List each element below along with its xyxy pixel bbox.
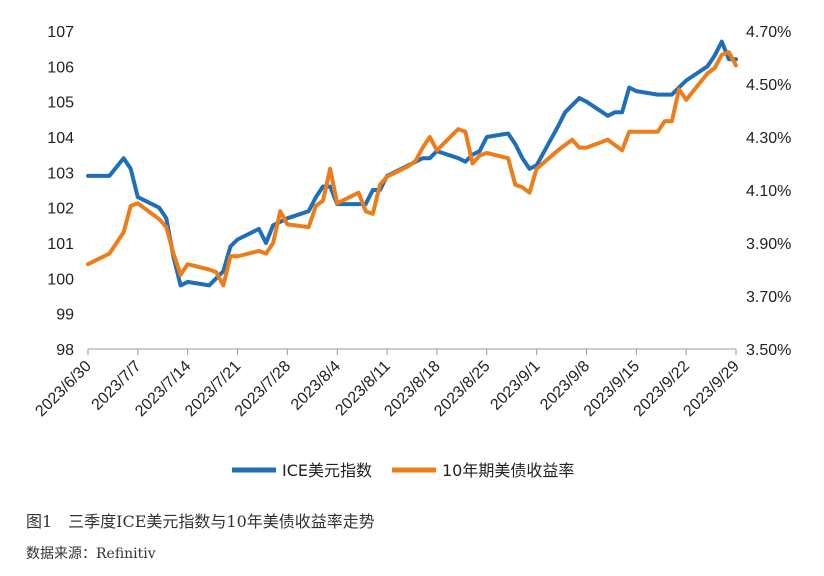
chart-series-lines xyxy=(86,39,738,288)
data-source-note: 数据来源：Refinitiv xyxy=(26,546,156,562)
dual-axis-line-chart: 98 99 100 101 102 103 104 105 106 107 3.50% 3.70% 3.… xyxy=(32,24,791,480)
y-right-tick-label: 4.50% xyxy=(746,77,791,94)
x-tick-label: 2023/6/30 xyxy=(32,358,94,420)
y-right-tick-label: 3.90% xyxy=(746,236,791,253)
y-left-tick-label: 101 xyxy=(47,236,74,253)
x-tick-label: 2023/9/1 xyxy=(487,358,543,414)
y-left-tick-label: 106 xyxy=(47,59,74,76)
figure-caption: 图1 三季度ICE美元指数与10年美债收益率走势 xyxy=(26,512,375,531)
chart-legend: ICE美元指数 10年期美债收益率 xyxy=(232,461,574,480)
y-left-tick-label: 107 xyxy=(47,24,74,41)
legend-label-yield: 10年期美债收益率 xyxy=(442,461,574,480)
y-right-tick-label: 3.50% xyxy=(746,342,791,359)
y-left-tick-label: 103 xyxy=(47,165,74,182)
y-right-tick-label: 4.70% xyxy=(746,24,791,41)
y-left-tick-label: 100 xyxy=(47,271,74,288)
legend-label-ice: ICE美元指数 xyxy=(282,461,372,480)
y-left-tick-label: 105 xyxy=(47,95,74,112)
series-line-10y-treasury-yield xyxy=(86,50,738,288)
y-left-tick-label: 102 xyxy=(47,201,74,218)
y-right-tick-label: 4.10% xyxy=(746,183,791,200)
y-left-tick-label: 104 xyxy=(47,130,74,147)
y-right-tick-label: 3.70% xyxy=(746,289,791,306)
series-line-ice-dollar-index xyxy=(86,39,738,288)
y-right-tick-label: 4.30% xyxy=(746,130,791,147)
y-left-tick-label: 98 xyxy=(56,342,74,359)
chart-axes: 98 99 100 101 102 103 104 105 106 107 3.50% 3.70% 3.… xyxy=(32,24,791,420)
y-left-tick-label: 99 xyxy=(56,307,74,324)
